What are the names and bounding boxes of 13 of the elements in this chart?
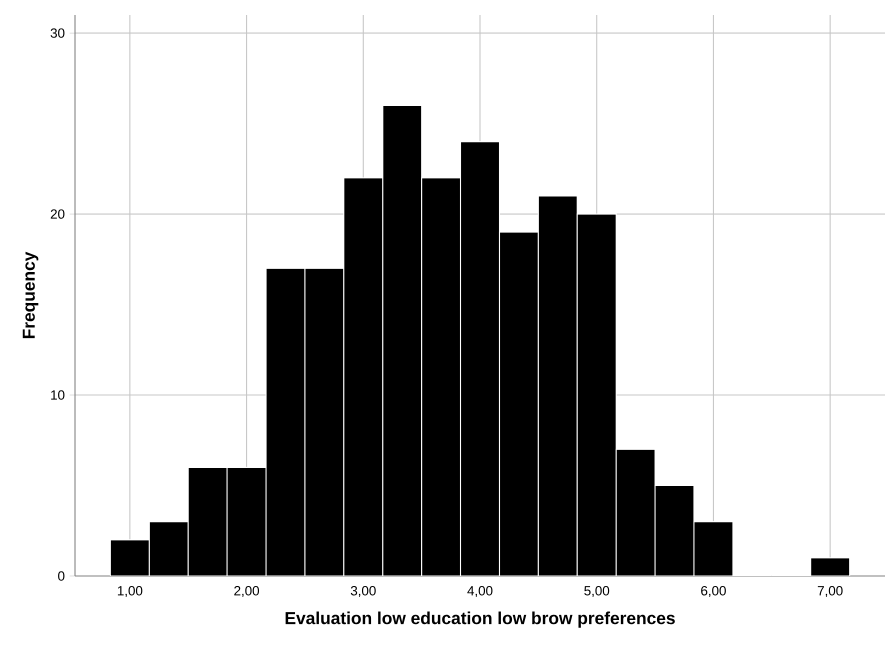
x-axis-title: Evaluation low education low brow preferences xyxy=(286,612,675,628)
y-tick-label: 10 xyxy=(51,390,64,400)
x-tick-label: 7,00 xyxy=(818,586,843,598)
x-tick-label: 5,00 xyxy=(584,586,610,598)
y-axis-title: Frequency xyxy=(22,252,38,338)
y-tick-label: 20 xyxy=(50,209,64,219)
x-tick-label: 4,00 xyxy=(467,586,492,598)
x-tick-label: 2,00 xyxy=(234,586,260,598)
x-tick-label: 6,00 xyxy=(701,586,726,598)
x-tick-label: 1,00 xyxy=(118,586,142,598)
y-tick-label: 30 xyxy=(50,28,64,38)
x-tick-label: 3,00 xyxy=(350,586,376,598)
y-tick-label: 0 xyxy=(58,571,64,581)
